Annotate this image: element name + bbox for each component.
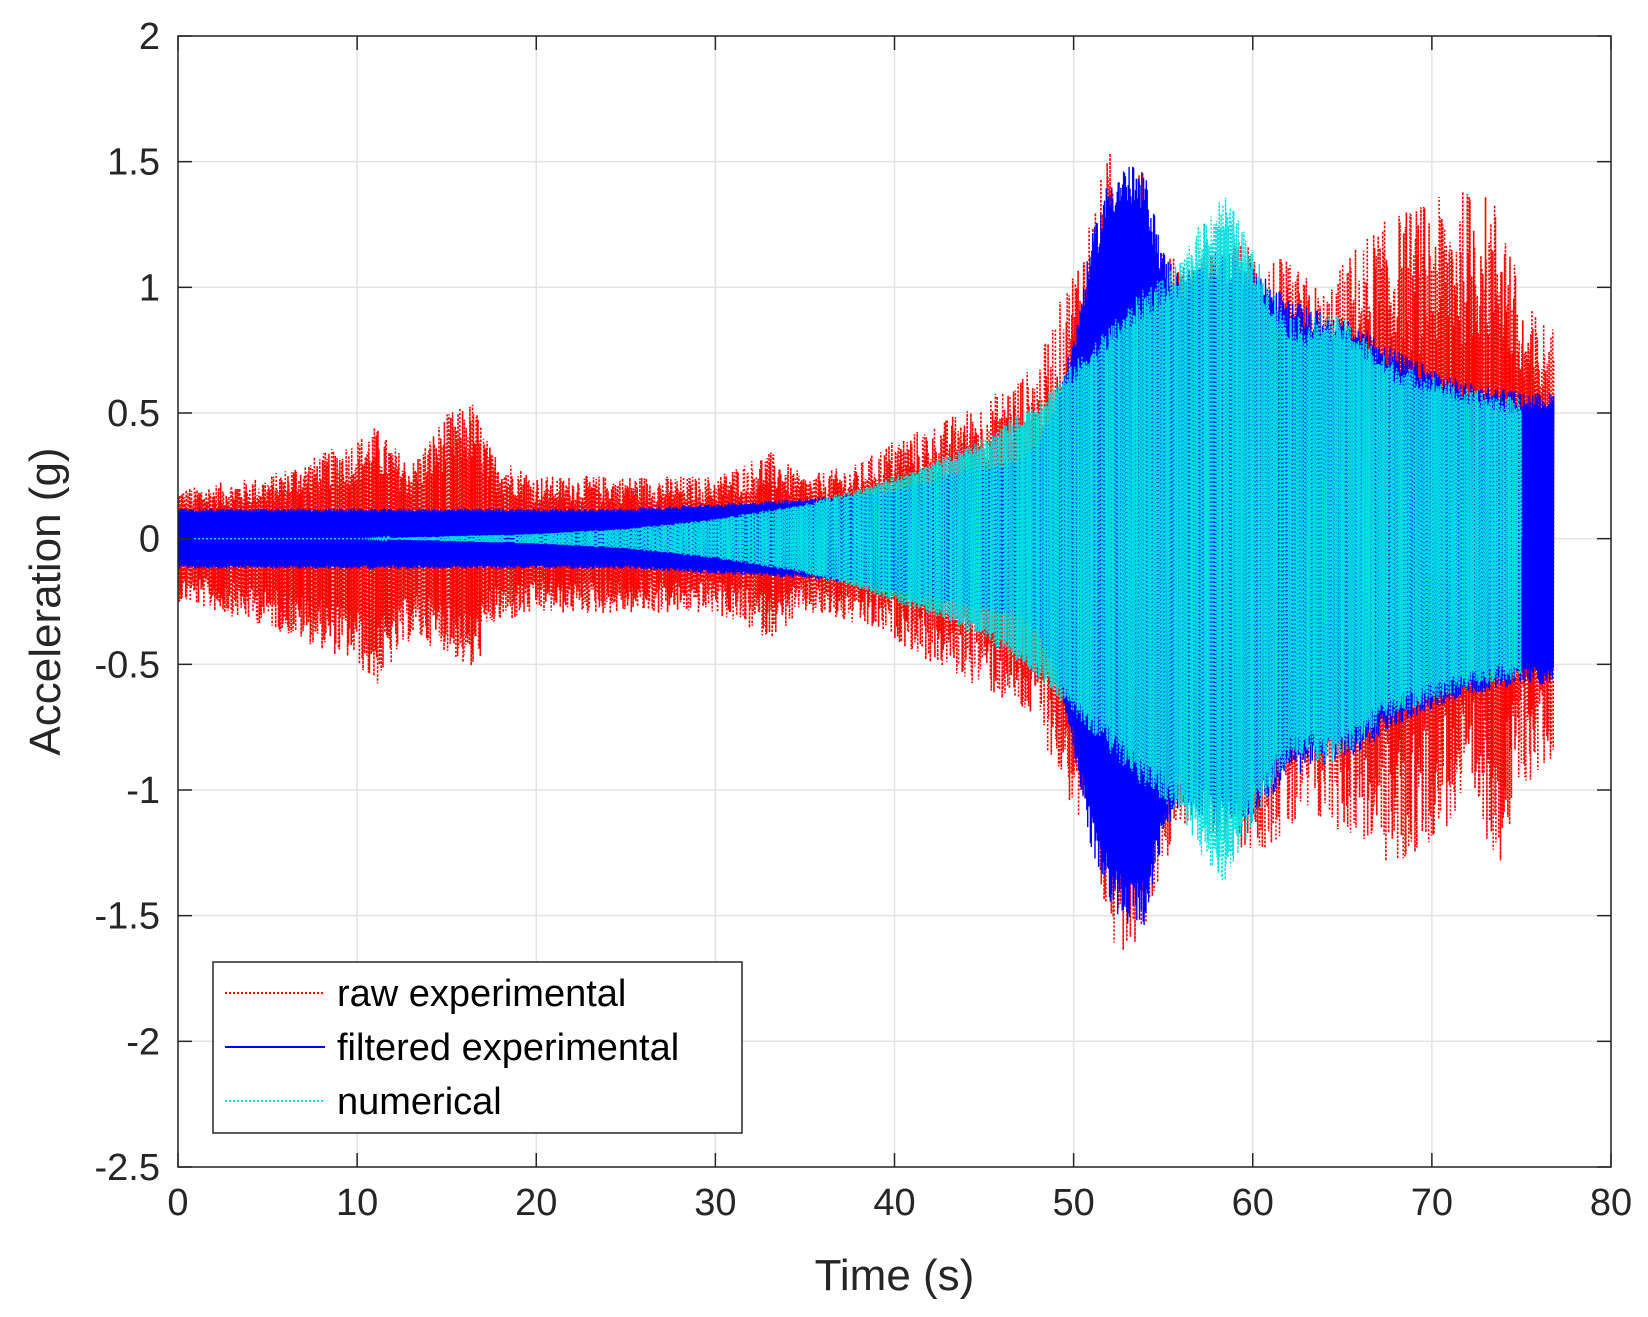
y-tick-label: -0.5 [95,644,160,686]
y-tick-label: -1.5 [95,896,160,938]
y-tick-label: -2.5 [95,1147,160,1189]
y-tick-label: 0 [139,519,160,561]
y-axis-label: Acceleration (g) [21,447,70,755]
x-tick-label: 50 [1052,1182,1094,1224]
legend-label-numerical: numerical [337,1081,502,1123]
axis-ticks [177,35,1612,1168]
legend-label-raw: raw experimental [337,973,626,1015]
x-tick-label: 0 [167,1182,188,1224]
legend: raw experimental filtered experimental n… [212,961,743,1134]
x-tick-label: 70 [1411,1182,1453,1224]
x-tick-label: 80 [1590,1182,1632,1224]
series-line [178,197,1523,881]
x-tick-label: 40 [873,1182,915,1224]
series-layer [178,153,1555,951]
y-tick-label: 1.5 [107,142,160,184]
legend-label-filtered: filtered experimental [337,1027,679,1069]
y-tick-label: -1 [126,770,160,812]
x-tick-label: 60 [1232,1182,1274,1224]
y-tick-label: 1 [139,267,160,309]
x-tick-label: 10 [336,1182,378,1224]
x-axis-label: Time (s) [815,1251,975,1300]
series-numerical [178,197,1523,881]
y-tick-label: 0.5 [107,393,160,435]
x-tick-label: 20 [515,1182,557,1224]
tick-labels: 0 10 20 30 40 50 60 70 80 2 1.5 1 0.5 0 -0.5 -1 -1.5 -2 -2… [95,16,1633,1224]
y-tick-label: -2 [126,1021,160,1063]
y-tick-label: 2 [139,16,160,58]
x-tick-label: 30 [694,1182,736,1224]
